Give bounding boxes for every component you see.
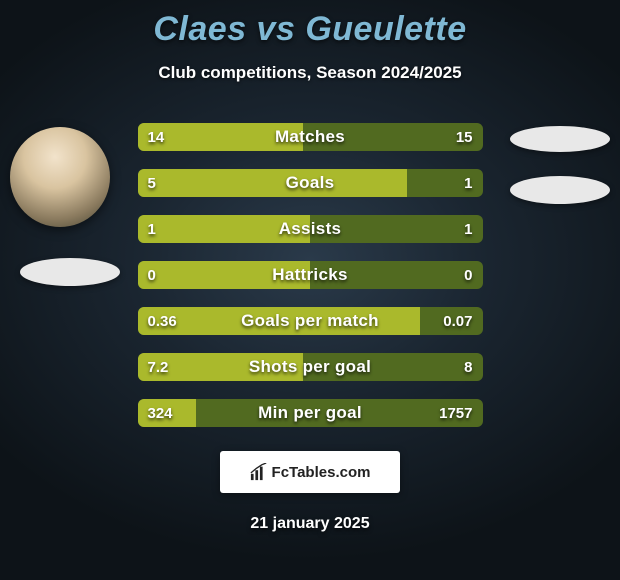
stat-bar: 7.28Shots per goal [138,353,483,381]
stat-label: Min per goal [138,399,483,427]
stats-bars: 1415Matches 51Goals 11Assists 00Hattricks 0.… [138,123,483,427]
watermark: FcTables.com [220,451,400,493]
team-badge-left [20,258,120,286]
stat-label: Hattricks [138,261,483,289]
stat-label: Matches [138,123,483,151]
stat-bar: 1415Matches [138,123,483,151]
team-badge-right [510,176,610,204]
date-label: 21 january 2025 [250,515,369,533]
stat-label: Shots per goal [138,353,483,381]
stat-label: Assists [138,215,483,243]
stat-bar: 51Goals [138,169,483,197]
stat-bar: 0.360.07Goals per match [138,307,483,335]
player-avatar-left [10,127,110,227]
content-root: Claes vs Gueulette Club competitions, Se… [0,0,620,580]
watermark-text: FcTables.com [272,464,371,481]
stat-bar: 11Assists [138,215,483,243]
page-subtitle: Club competitions, Season 2024/2025 [158,63,461,83]
stat-bar: 3241757Min per goal [138,399,483,427]
player-avatar-right [510,126,610,152]
page-title: Claes vs Gueulette [153,10,466,49]
stat-bar: 00Hattricks [138,261,483,289]
stat-label: Goals [138,169,483,197]
stat-label: Goals per match [138,307,483,335]
chart-icon [250,463,268,481]
